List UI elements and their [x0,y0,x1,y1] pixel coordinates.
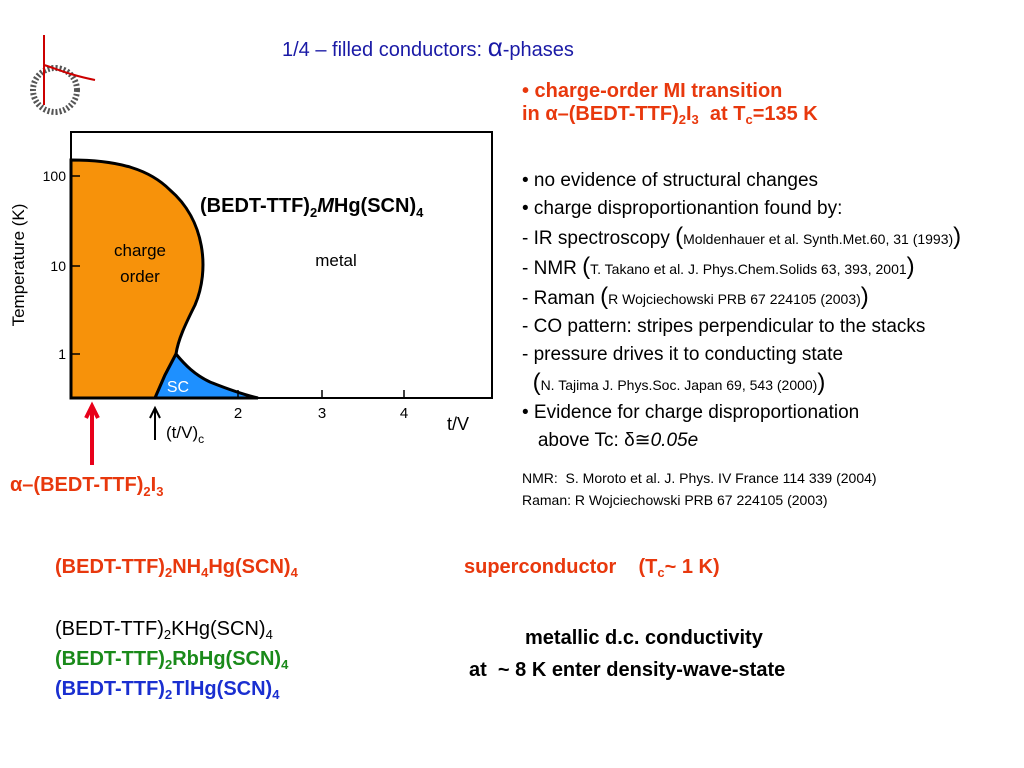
y-tick-label: 100 [43,168,67,184]
critical-label: (t/V)c [166,423,204,446]
region-label: order [120,267,160,286]
logo [30,35,96,115]
x-tick-label: 4 [400,405,408,422]
metallic-note: metallic d.c. conductivity [525,627,763,649]
x-axis-label: t/V [447,414,469,434]
tl-compound: (BEDT-TTF)2TlHg(SCN)4 [55,678,280,702]
logo-lines [43,35,96,105]
critical-arrow [149,405,161,440]
region-label: metal [315,251,357,270]
density-wave-note: at ~ 8 K enter density-wave-state [469,659,786,681]
compound-label: (BEDT-TTF)2MHg(SCN)4 [200,195,424,220]
y-tick-label: 10 [50,258,66,274]
x-tick-label: 2 [234,405,242,422]
superconductor-note: superconductor (Tc~ 1 K) [464,556,720,580]
compound-arrow [84,401,100,465]
bullets: • no evidence of structural changes • cha… [522,170,962,451]
ticks [71,175,405,398]
k-compound: (BEDT-TTF)2KHg(SCN)4 [55,618,273,642]
title: 1/4 – filled conductors: α-phases [282,32,574,62]
phase-diagram: 100 10 1 2 3 4 t/V Temperature (K) charg… [9,131,493,499]
arrow-label: α–(BEDT-TTF)2I3 [10,474,163,499]
y-axis-label: Temperature (K) [9,204,28,327]
sc-region [152,351,259,400]
nh4-compound: (BEDT-TTF)2NH4Hg(SCN)4 [55,556,298,580]
x-tick-label: 3 [318,405,326,422]
region-label: SC [167,379,189,396]
y-tick-label: 1 [58,346,66,362]
rb-compound: (BEDT-TTF)2RbHg(SCN)4 [55,648,289,672]
logo-dots [30,65,80,115]
heading: • charge-order MI transition in α–(BEDT-T… [522,80,818,127]
references: NMR: S. Moroto et al. J. Phys. IV France… [522,470,877,508]
plot-frame [70,131,493,399]
region-label: charge [114,241,166,260]
charge-order-region [69,158,205,400]
